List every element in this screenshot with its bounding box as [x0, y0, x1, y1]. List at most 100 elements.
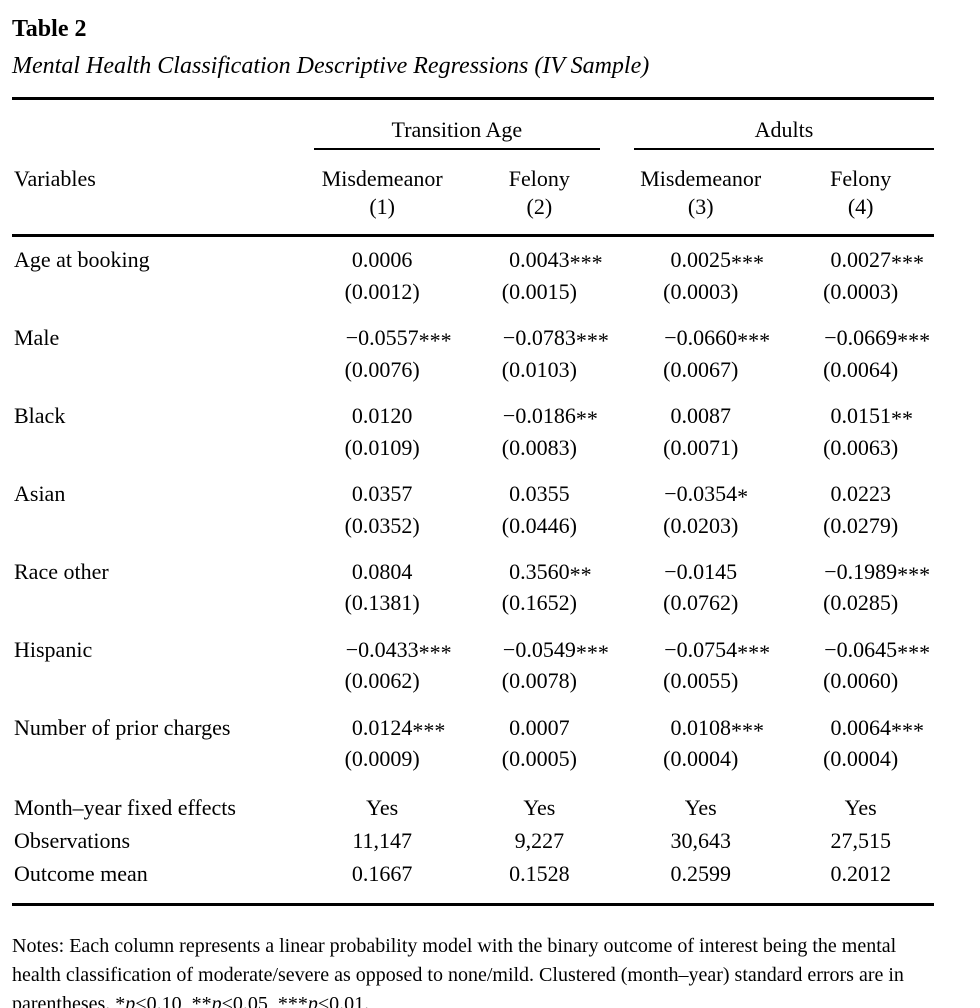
- significance-stars: ***: [418, 639, 452, 665]
- coefficient-cell: 0.0120 (0.0109): [300, 393, 465, 471]
- coefficient-cell: 0.0124 *** (0.0009): [300, 705, 465, 783]
- significance-stars: **: [569, 562, 592, 588]
- column-label: Felony: [830, 166, 892, 192]
- standard-error: (0.0285): [823, 590, 899, 616]
- standard-error: (0.0060): [823, 668, 899, 694]
- summary-value: 0.1528: [509, 860, 570, 886]
- standard-error: (0.0279): [823, 512, 899, 538]
- coefficient-cell: 0.0025 *** (0.0003): [614, 236, 787, 315]
- column-number: (4): [847, 193, 874, 219]
- summary-label: Month–year fixed effects: [14, 794, 236, 820]
- table-row-outcome-mean: Outcome mean 0.1667 0.1528 0.2599 0.2012: [12, 857, 934, 905]
- standard-error: (0.0067): [663, 356, 739, 382]
- summary-value: Yes: [366, 794, 399, 820]
- summary-value: Yes: [684, 794, 717, 820]
- standard-error: (0.0015): [501, 278, 577, 304]
- significance-stars: ***: [575, 328, 609, 354]
- significance-stars: ***: [897, 328, 931, 354]
- standard-error: (0.0064): [823, 356, 899, 382]
- coefficient-cell: 0.0006 (0.0012): [300, 236, 465, 315]
- standard-error: (0.0446): [501, 512, 577, 538]
- column-label: Misdemeanor: [321, 166, 443, 192]
- coefficient-cell: −0.0145 (0.0762): [614, 549, 787, 627]
- column-group-label: Adults: [634, 117, 934, 151]
- coefficient-cell: 0.0223 (0.0279): [787, 471, 934, 549]
- column-group-adults: Adults: [614, 99, 934, 151]
- significance-stars: ***: [890, 250, 924, 276]
- standard-error: (0.0003): [823, 278, 899, 304]
- table-row-number-of-prior-charges: Number of prior charges 0.0124 *** (0.000…: [12, 705, 934, 783]
- coefficient-cell: 0.0007 (0.0005): [465, 705, 614, 783]
- column-number: (3): [687, 193, 714, 219]
- coefficient-cell: 0.0355 (0.0446): [465, 471, 614, 549]
- summary-value: Yes: [844, 794, 877, 820]
- significance-stars: ***: [569, 250, 603, 276]
- variable-label: Number of prior charges: [14, 714, 231, 740]
- column-number: (2): [526, 193, 553, 219]
- column-group-label: Transition Age: [313, 117, 601, 151]
- coefficient-cell: −0.0549 *** (0.0078): [465, 627, 614, 705]
- coefficient-cell: 0.3560 ** (0.1652): [465, 549, 614, 627]
- standard-error: (0.0009): [344, 746, 420, 772]
- table-title: Table 2: [12, 16, 87, 42]
- coefficient-cell: 0.0108 *** (0.0004): [614, 705, 787, 783]
- standard-error: (0.0103): [501, 356, 577, 382]
- coefficient-cell: −0.0669 *** (0.0064): [787, 315, 934, 393]
- summary-value: 30,643: [670, 827, 731, 853]
- coefficient-cell: −0.0645 *** (0.0060): [787, 627, 934, 705]
- significance-stars: ***: [730, 717, 764, 743]
- coefficient-cell: −0.0186 ** (0.0083): [465, 393, 614, 471]
- table-document: Table 2 Mental Health Classification Des…: [12, 14, 934, 1008]
- column-number: (1): [369, 193, 395, 219]
- significance-stars: *: [737, 484, 749, 510]
- standard-error: (0.0203): [663, 512, 739, 538]
- standard-error: (0.0083): [501, 434, 577, 460]
- significance-stars: **: [890, 406, 913, 432]
- column-label: Felony: [508, 166, 570, 192]
- sig-level-3: ***p<0.01.: [277, 992, 370, 1008]
- variables-header: Variables: [12, 150, 300, 238]
- standard-error: (0.0076): [344, 356, 420, 382]
- coefficient-cell: 0.0151 ** (0.0063): [787, 393, 934, 471]
- standard-error: (0.0012): [344, 278, 420, 304]
- coefficient-cell: 0.0027 *** (0.0003): [787, 236, 934, 315]
- sig-level-2: **p<0.05,: [191, 992, 278, 1008]
- coefficient-cell: 0.0064 *** (0.0004): [787, 705, 934, 783]
- sig-level-1: *p<0.10,: [115, 992, 192, 1008]
- standard-error: (0.0062): [344, 668, 420, 694]
- coefficient-cell: −0.1989 *** (0.0285): [787, 549, 934, 627]
- coefficient-cell: −0.0354 * (0.0203): [614, 471, 787, 549]
- column-header-4: Felony (4): [787, 150, 934, 238]
- variable-label: Asian: [14, 481, 66, 507]
- variable-label: Black: [14, 403, 66, 429]
- notes-body: Notes: Each column represents a linear p…: [12, 934, 904, 1008]
- standard-error: (0.0109): [344, 434, 420, 460]
- standard-error: (0.0078): [501, 668, 577, 694]
- standard-error: (0.0004): [823, 746, 899, 772]
- significance-stars: ***: [737, 328, 771, 354]
- column-header-3: Misdemeanor (3): [614, 150, 788, 238]
- coefficient-cell: 0.0804 (0.1381): [300, 549, 465, 627]
- standard-error: (0.0055): [663, 668, 739, 694]
- corner-cell: [12, 99, 300, 151]
- standard-error: (0.0004): [663, 746, 739, 772]
- table-row-black: Black 0.0120 (0.0109) −0.0186 ** (0.0083)…: [12, 393, 934, 471]
- column-header-row: Variables Misdemeanor (1) Felony (2) Mis…: [12, 150, 934, 238]
- significance-stars: ***: [730, 250, 764, 276]
- table-row-race-other: Race other 0.0804 (0.1381) 0.3560 ** (0.1…: [12, 549, 934, 627]
- table-row-hispanic: Hispanic −0.0433 *** (0.0062) −0.0549 *** …: [12, 627, 934, 705]
- coefficient-cell: 0.0357 (0.0352): [300, 471, 465, 549]
- standard-error: (0.0063): [823, 434, 899, 460]
- table-row-fixed-effects: Month–year fixed effects Yes Yes Yes Yes: [12, 783, 934, 824]
- summary-label: Observations: [14, 827, 131, 853]
- column-header-1: Misdemeanor (1): [299, 150, 465, 238]
- table-row-asian: Asian 0.0357 (0.0352) 0.0355 (0.0446) −0…: [12, 471, 934, 549]
- standard-error: (0.0005): [501, 746, 577, 772]
- standard-error: (0.0762): [663, 590, 739, 616]
- table-notes: Notes: Each column represents a linear p…: [12, 932, 938, 1008]
- coefficient-cell: 0.0087 (0.0071): [614, 393, 787, 471]
- column-group-transition-age: Transition Age: [300, 99, 614, 151]
- coefficient-cell: −0.0754 *** (0.0055): [614, 627, 787, 705]
- coefficient-cell: −0.0783 *** (0.0103): [465, 315, 614, 393]
- summary-value: Yes: [523, 794, 556, 820]
